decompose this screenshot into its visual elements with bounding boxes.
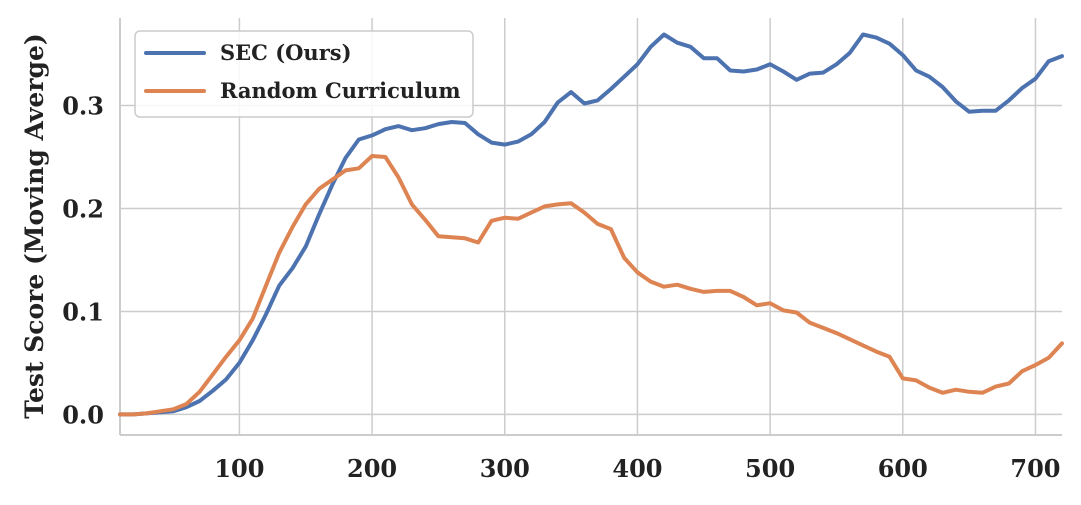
x-tick-label: 500 [745, 454, 795, 483]
y-axis-title: Test Score (Moving Averge) [20, 33, 49, 418]
y-tick-label: 0.3 [62, 92, 104, 121]
series-line-1 [118, 154, 1064, 417]
x-tick-label: 600 [878, 454, 928, 483]
y-tick-label: 0.1 [62, 297, 104, 326]
x-tick-label: 200 [347, 454, 397, 483]
y-tick-label: 0.2 [62, 194, 104, 223]
x-tick-label: 100 [214, 454, 264, 483]
legend-label: SEC (Ours) [220, 40, 352, 65]
tick-labels: 100 200 300 400 500 600 700 0.0 0.1 0.2 0.3 [62, 92, 1060, 483]
legend-label: Random Curriculum [220, 78, 461, 103]
x-tick-label: 400 [612, 454, 662, 483]
series-lines [118, 32, 1064, 417]
x-tick-label: 700 [1010, 454, 1060, 483]
legend-box [134, 30, 474, 118]
legend: SEC (Ours) Random Curriculum [134, 30, 474, 118]
x-tick-label: 300 [480, 454, 530, 483]
axes [119, 18, 1062, 436]
y-tick-label: 0.0 [62, 400, 104, 429]
series-line-0 [118, 32, 1064, 417]
